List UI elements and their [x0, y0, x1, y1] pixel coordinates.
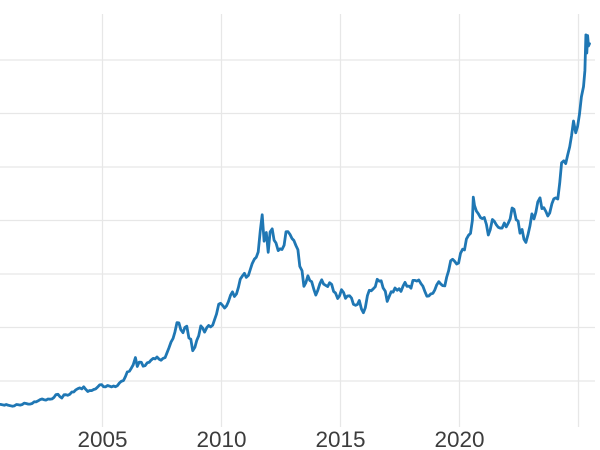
x-tick-label: 2015: [315, 427, 365, 450]
price-line-series: [0, 33, 591, 408]
horizontal-gridlines: [0, 59, 595, 382]
x-tick-label: 2005: [77, 427, 127, 450]
x-tick-label: 2010: [196, 427, 246, 450]
x-tick-label: 2020: [434, 427, 484, 450]
x-axis-tick-labels: 2005 2010 2015 2020: [77, 427, 484, 450]
vertical-gridlines-and-ticks: [101, 14, 580, 427]
